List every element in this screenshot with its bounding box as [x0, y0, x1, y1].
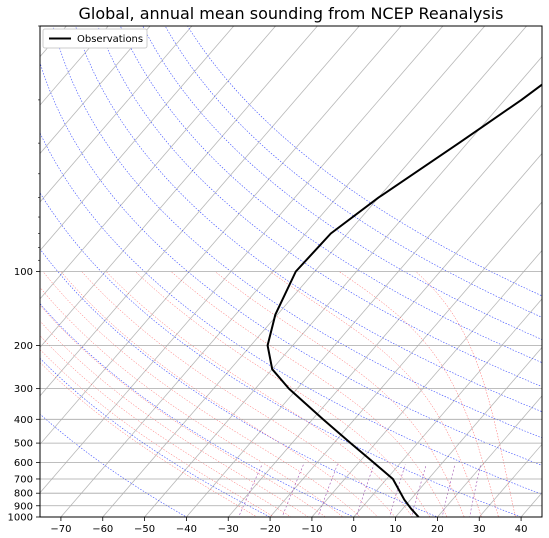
isotherm	[40, 26, 193, 203]
dry-adiabat	[187, 26, 542, 297]
x-axis: −70 −60 −50 −40 −30 −20 −10 0 10 20 30 40	[50, 517, 527, 535]
x-tick-label: −60	[92, 524, 113, 535]
x-tick-label: 40	[515, 524, 528, 535]
moist-adiabat	[105, 271, 413, 517]
isotherm	[311, 249, 542, 517]
x-tick-label: −50	[134, 524, 155, 535]
mixing-ratio-line	[469, 464, 482, 517]
legend-label-observations: Observations	[77, 34, 143, 45]
mixing-ratio-line	[356, 464, 375, 517]
isotherm	[185, 104, 542, 517]
isotherm	[478, 443, 542, 517]
isotherm	[102, 26, 528, 517]
isotherm	[40, 26, 109, 106]
dry-adiabat	[40, 248, 439, 517]
x-tick-label: −20	[260, 524, 281, 535]
x-tick-label: −30	[218, 524, 239, 535]
isotherm	[40, 26, 444, 494]
y-tick-label: 100	[14, 267, 33, 278]
isotherm	[227, 152, 542, 517]
series-observations	[266, 83, 542, 517]
pressure-grid	[40, 271, 542, 517]
dry-adiabat	[40, 132, 542, 495]
y-tick-label: 900	[14, 501, 33, 512]
isotherm	[353, 298, 542, 517]
dry-adiabat	[40, 192, 523, 517]
x-tick-label: 0	[351, 524, 357, 535]
isotherm	[40, 26, 151, 155]
dry-adiabat	[40, 303, 355, 517]
isotherm	[40, 26, 402, 445]
y-tick-label: 300	[14, 384, 33, 395]
mixing-ratio-line	[238, 464, 263, 517]
moist-adiabat	[135, 271, 431, 517]
moist-adiabat	[40, 362, 258, 517]
x-tick-label: 30	[473, 524, 486, 535]
mixing-ratio-line	[441, 464, 456, 517]
moist-adiabat	[170, 271, 448, 517]
isotherm	[40, 26, 360, 397]
x-tick-label: 20	[431, 524, 444, 535]
isotherm	[436, 395, 542, 517]
mixing-ratio-line	[411, 464, 427, 517]
y-tick-label: 600	[14, 458, 33, 469]
isotherm	[40, 26, 235, 252]
y-tick-label: 1000	[8, 513, 33, 524]
dry-adiabat	[97, 26, 542, 387]
isotherm	[40, 26, 318, 348]
moist-adiabat	[40, 320, 309, 517]
x-tick-label: −40	[176, 524, 197, 535]
moist-adiabat	[42, 271, 361, 517]
legend-box	[42, 28, 148, 49]
moist-adiabat	[40, 287, 344, 517]
background-lines	[0, 2, 542, 522]
x-tick-label: −70	[50, 524, 71, 535]
chart-title: Global, annual mean sounding from NCEP R…	[79, 4, 504, 23]
y-tick-label: 500	[14, 439, 33, 450]
y-tick-label: 200	[14, 341, 33, 352]
series-layer	[266, 83, 542, 517]
dry-adiabat	[40, 61, 542, 466]
x-tick-label: 10	[389, 524, 402, 535]
isotherm	[40, 26, 277, 300]
moist-adiabat	[415, 271, 516, 517]
moist-adiabat	[40, 304, 326, 517]
isotherm	[0, 2, 3, 522]
isotherm	[144, 55, 542, 517]
legend: Observations	[42, 28, 148, 49]
dry-adiabat	[52, 26, 542, 439]
isotherm	[395, 346, 542, 517]
mixing-ratio-line	[389, 464, 406, 517]
moist-adiabat	[60, 271, 379, 517]
moist-adiabat	[40, 349, 275, 517]
moist-adiabat	[338, 271, 499, 517]
isotherm	[269, 201, 542, 517]
dry-adiabat	[142, 26, 542, 340]
y-tick-label: 800	[14, 489, 33, 500]
y-tick-label: 400	[14, 415, 33, 426]
isotherm	[60, 26, 486, 517]
moist-adiabat	[214, 271, 465, 517]
x-tick-label: −10	[301, 524, 322, 535]
y-tick-label: 700	[14, 474, 33, 485]
moist-adiabat	[269, 271, 482, 517]
moist-adiabat	[40, 335, 292, 517]
mixing-ratio-line	[317, 464, 338, 517]
mixing-ratio-line	[281, 464, 304, 517]
dry-adiabat	[120, 26, 542, 363]
